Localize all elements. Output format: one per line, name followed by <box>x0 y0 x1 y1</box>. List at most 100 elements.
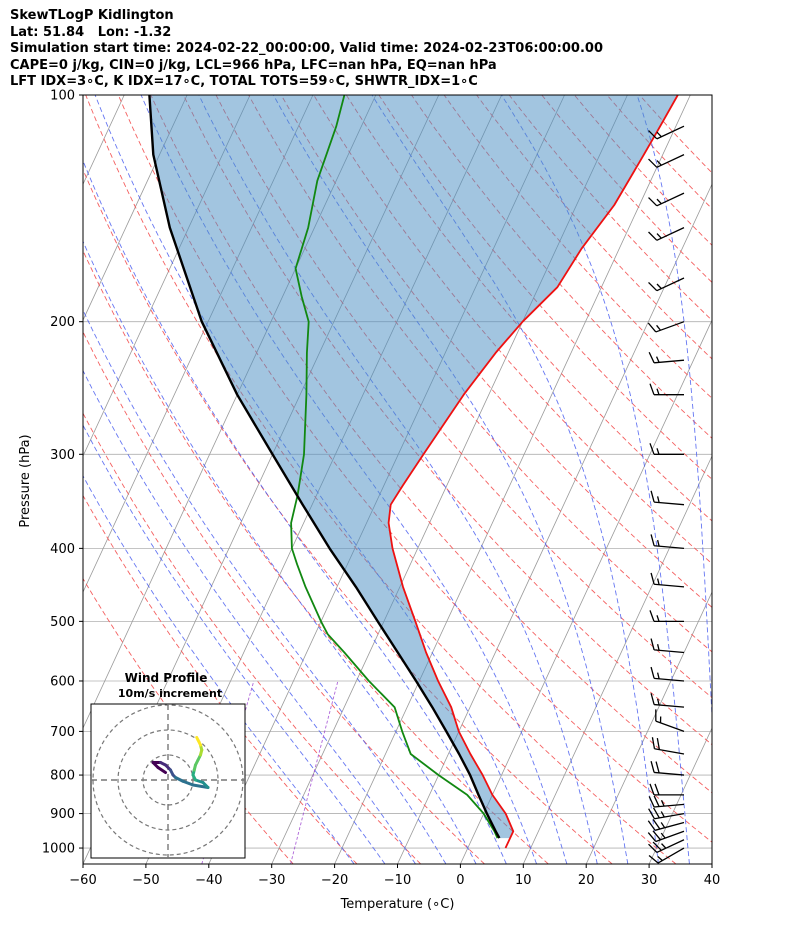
wind-barb-flag <box>647 820 656 831</box>
wind-barb <box>650 760 685 776</box>
parcel-line <box>148 95 501 839</box>
wind-barb-half-flag <box>656 644 660 651</box>
wind-barb-flag <box>652 819 661 830</box>
moist-adiabat <box>636 95 712 724</box>
y-tick-label: 500 <box>50 615 75 630</box>
x-tick-label: −30 <box>258 873 285 888</box>
wind-barb-flag <box>648 231 658 241</box>
dry-adiabat <box>411 95 712 439</box>
dewpoint-line <box>290 95 499 839</box>
x-tick-label: −40 <box>195 873 222 888</box>
moist-adiabat <box>83 475 355 864</box>
wind-barb-half-flag <box>656 388 660 395</box>
x-axis-label: Temperature (∘C) <box>340 897 455 912</box>
dry-adiabat <box>83 577 294 864</box>
wind-barb-flag <box>648 808 656 820</box>
isotherm <box>711 863 712 864</box>
moist-adiabat <box>83 424 386 864</box>
y-tick-label: 600 <box>50 674 75 689</box>
wind-barb <box>648 847 685 864</box>
wind-barb-flag <box>649 383 655 395</box>
cape-cin-area <box>149 95 678 839</box>
wind-barb-flag <box>648 158 658 168</box>
wind-barb <box>647 321 685 333</box>
wind-barb-flag <box>647 832 657 842</box>
y-tick-label: 900 <box>50 807 75 822</box>
y-tick-label: 700 <box>50 725 75 740</box>
cape-cin-shading <box>149 95 678 839</box>
wind-barb-flag <box>648 855 659 864</box>
wind-barb-flag <box>649 783 655 796</box>
isotherm <box>585 591 712 864</box>
isotherm <box>83 95 188 322</box>
isotherm <box>334 95 691 864</box>
wind-barb-flag <box>652 830 662 841</box>
wind-barb-flag <box>652 807 660 819</box>
wind-barb-shaft <box>654 677 685 682</box>
wind-barb <box>650 666 685 682</box>
hodograph-trace-segment <box>181 779 195 787</box>
wind-barb <box>647 819 685 831</box>
hodograph-content <box>91 704 245 858</box>
y-tick-label: 800 <box>50 769 75 784</box>
wind-barb-shaft <box>656 227 685 241</box>
x-tick-label: 0 <box>456 873 464 888</box>
wind-barb-flag <box>656 737 661 750</box>
wind-barb-half-flag <box>656 578 660 585</box>
wind-barb <box>648 795 685 808</box>
wind-barb-half-flag <box>656 672 660 679</box>
wind-barb-flag <box>650 490 655 503</box>
wind-barbs <box>647 125 685 864</box>
wind-barb <box>649 443 684 455</box>
x-tick-label: 40 <box>704 873 721 888</box>
wind-barb <box>650 572 685 588</box>
wind-barb <box>648 154 685 168</box>
moist-adiabat <box>83 369 416 864</box>
hodograph-trace-segment <box>195 736 200 742</box>
dry-adiabat <box>280 95 712 608</box>
isotherm <box>648 727 712 864</box>
wind-barb-flag <box>648 843 658 853</box>
profile-lines <box>148 95 679 849</box>
hodograph-trace-segment <box>156 766 167 774</box>
wind-barb <box>649 610 684 623</box>
wind-barb-flag <box>650 534 655 546</box>
wind-barb <box>648 227 685 241</box>
wind-barb-half-flag <box>656 496 660 503</box>
dry-adiabat <box>639 95 712 174</box>
wind-barb-shaft <box>654 703 685 708</box>
wind-barb-half-flag <box>655 356 660 363</box>
y-axis-label: Pressure (hPa) <box>18 434 33 527</box>
hodograph-subtitle: 10m/s increment <box>118 687 222 700</box>
wind-barb-flag <box>650 572 655 585</box>
wind-barb <box>648 192 685 207</box>
wind-barb-half-flag <box>660 811 665 818</box>
wind-barb <box>651 737 685 755</box>
wind-barb-flag <box>650 760 655 773</box>
wind-barb-half-flag <box>656 324 662 331</box>
wind-barb <box>648 125 685 140</box>
wind-barb-flag <box>648 197 658 207</box>
mixing-ratio-line <box>290 680 339 864</box>
wind-barb <box>647 830 685 843</box>
dry-adiabat <box>606 95 712 210</box>
dry-adiabat <box>248 95 712 653</box>
y-tick-label: 200 <box>50 315 75 330</box>
wind-barb-flag <box>654 783 660 796</box>
wind-barb <box>655 709 685 733</box>
dry-adiabat <box>83 330 485 864</box>
moist-adiabat <box>83 309 447 864</box>
wind-barb-half-flag <box>660 800 665 807</box>
dry-adiabat <box>83 494 358 864</box>
wind-barb <box>650 490 685 506</box>
wind-barb-half-flag <box>661 843 667 849</box>
moist-adiabat <box>83 240 477 864</box>
wind-barb-flag <box>651 737 656 749</box>
wind-barb-flag <box>648 130 658 140</box>
wind-barb-flag <box>648 351 655 364</box>
x-tick-label: 20 <box>578 873 595 888</box>
wind-barb-flag <box>650 693 655 705</box>
wind-barb-flag <box>650 638 655 651</box>
temperature-line <box>387 95 679 849</box>
wind-barb-half-flag <box>656 198 662 205</box>
